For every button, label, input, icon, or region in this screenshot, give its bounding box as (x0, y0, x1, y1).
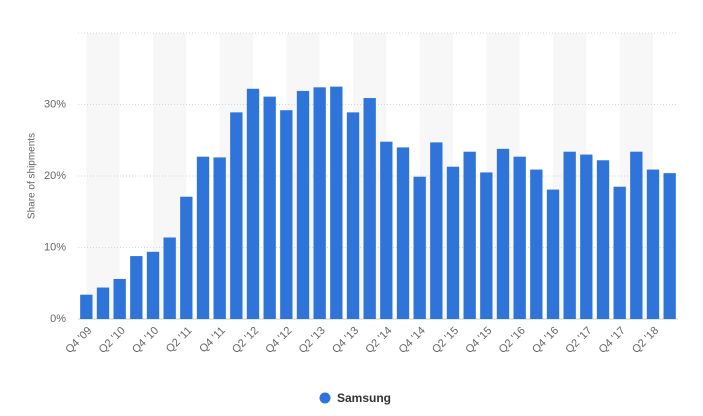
x-tick-label: Q2 '14 (363, 325, 394, 356)
x-tick-label: Q2 '16 (497, 325, 528, 356)
bar (546, 189, 560, 319)
x-tick-label: Q2 '15 (430, 325, 461, 356)
x-tick-label: Q4 '10 (130, 325, 161, 356)
y-tick-label: 10% (44, 241, 66, 253)
bar (246, 88, 260, 320)
x-tick-label: Q2 '10 (97, 325, 128, 356)
bar (446, 166, 460, 319)
bar (346, 112, 360, 320)
bar (363, 98, 376, 319)
x-tick-label: Q4 '11 (197, 325, 228, 356)
bar (630, 151, 643, 319)
bar (230, 112, 243, 320)
legend-label: Samsung (337, 391, 391, 405)
bar (330, 86, 343, 319)
bar (646, 169, 660, 319)
bar (663, 173, 676, 319)
bar (146, 251, 160, 319)
bar (530, 169, 543, 319)
bar (413, 176, 426, 319)
x-tick-label: Q2 '11 (164, 325, 195, 356)
bar (113, 278, 126, 319)
bar (563, 151, 576, 319)
bar (430, 142, 443, 319)
bar (596, 160, 610, 319)
x-tick-label: Q4 '17 (597, 325, 628, 356)
bar (463, 151, 476, 319)
bar (613, 186, 626, 319)
bar (96, 287, 110, 319)
bar (296, 90, 310, 319)
y-tick-label: 20% (44, 170, 66, 182)
bar (163, 237, 176, 319)
x-tick-label: Q4 '09 (63, 325, 94, 356)
bar (496, 148, 510, 319)
bar (396, 147, 410, 319)
x-tick-label: Q2 '18 (630, 325, 661, 356)
bar (380, 141, 393, 319)
bar (263, 96, 276, 319)
bar (213, 157, 226, 319)
x-tick-label: Q2 '13 (297, 325, 328, 356)
bar (280, 110, 293, 319)
bar (580, 154, 593, 319)
bar (513, 156, 526, 319)
x-tick-label: Q4 '15 (463, 325, 494, 356)
y-tick-label: 30% (44, 98, 66, 110)
bar (196, 156, 210, 319)
bar (130, 256, 143, 319)
bar (313, 87, 326, 319)
bar (480, 172, 493, 319)
y-axis-label: Share of shipments (27, 133, 38, 219)
y-tick-label: 0% (50, 313, 66, 325)
x-tick-label: Q4 '14 (397, 325, 428, 356)
x-tick-label: Q4 '13 (330, 325, 361, 356)
x-tick-label: Q4 '12 (263, 325, 294, 356)
x-tick-label: Q4 '16 (530, 325, 561, 356)
x-tick-label: Q2 '17 (563, 325, 594, 356)
x-tick-label: Q2 '12 (230, 325, 261, 356)
bar (80, 294, 93, 319)
legend-marker (319, 392, 331, 404)
bar (180, 196, 193, 319)
